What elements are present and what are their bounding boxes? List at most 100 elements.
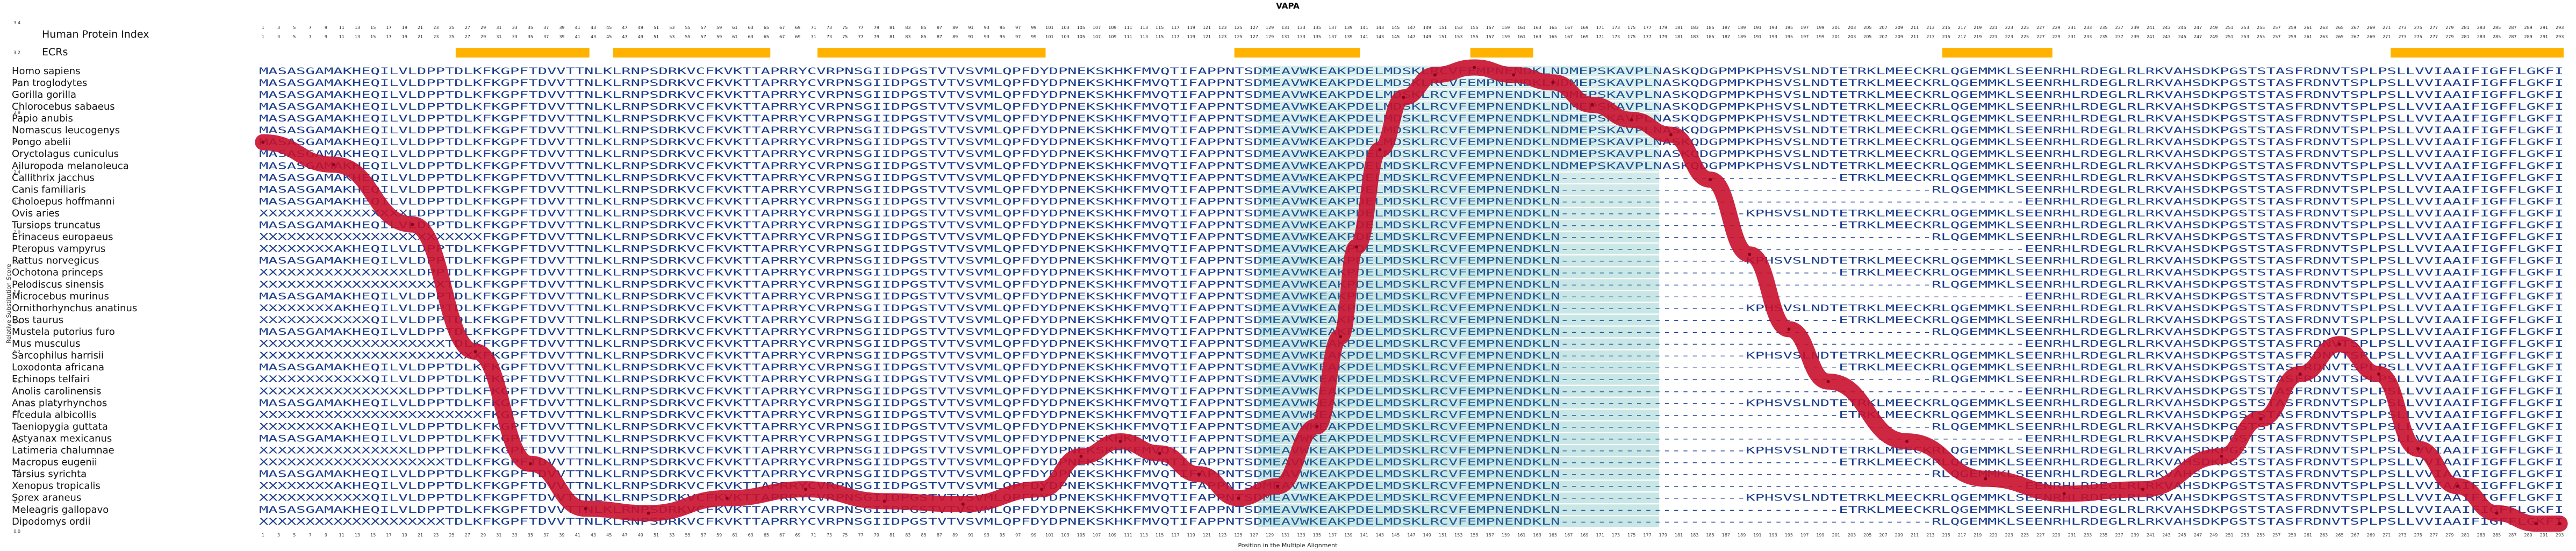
score-point [1339, 335, 1343, 339]
variable-region-shade [1258, 267, 1659, 278]
score-point [725, 496, 729, 500]
x-tick-label-index: 125 [1234, 34, 1242, 39]
x-tick-label-top: 1 [262, 25, 264, 30]
x-tick-label-index: 257 [2272, 34, 2280, 39]
species-label: Taeniopygia guttata [11, 421, 108, 432]
x-tick-label-index: 205 [1863, 34, 1871, 39]
x-tick-label-index: 201 [1832, 34, 1840, 39]
species-label: Astyanax mexicanus [12, 433, 112, 444]
x-tick-label-bottom: 165 [1549, 533, 1557, 538]
x-tick-label-index: 211 [1911, 34, 1919, 39]
alignment-row: MASASGAMAKHEQILVLDPPTDLKFKGPFTDVVTTNLKLR… [259, 137, 2564, 148]
score-point [1197, 473, 1201, 476]
x-tick-label-top: 151 [1439, 25, 1447, 30]
x-tick-label-bottom: 257 [2272, 533, 2280, 538]
alignment-row: XXXXXXXXXXXXXXXXXXXXTDLKFKGPFTDVVTTNLKLR… [259, 280, 2564, 290]
x-tick-label-top: 159 [1502, 25, 1510, 30]
species-label: Meleagris gallopavo [12, 504, 109, 516]
x-tick-label-index: 19 [402, 34, 407, 39]
x-tick-label-bottom: 185 [1706, 533, 1714, 538]
x-tick-label-top: 281 [2461, 25, 2469, 30]
x-tick-label-index: 5 [293, 34, 296, 39]
x-tick-label-index: 115 [1156, 34, 1164, 39]
x-tick-label-index: 41 [575, 34, 580, 39]
x-tick-label-index: 151 [1439, 34, 1447, 39]
x-tick-label-top: 191 [1753, 25, 1761, 30]
variable-region-shade [1258, 433, 1659, 444]
x-tick-label-top: 17 [386, 25, 391, 30]
x-tick-label-index: 235 [2099, 34, 2107, 39]
x-tick-label-index: 13 [355, 34, 360, 39]
x-tick-label-index: 279 [2445, 34, 2453, 39]
x-tick-label-bottom: 117 [1171, 533, 1179, 538]
x-tick-label-index: 265 [2335, 34, 2343, 39]
alignment-row: MASASGAMAKHEQILVLDPPTDLKFKGPFTDVVTTNLKLR… [259, 327, 2564, 338]
x-tick-label-bottom: 225 [2021, 533, 2029, 538]
species-label: Pteropus vampyrus [12, 244, 105, 255]
variable-region-shade [1258, 244, 1659, 255]
x-tick-label-top: 47 [622, 25, 627, 30]
variable-region-shade [1258, 220, 1659, 231]
x-tick-label-top: 209 [1895, 25, 1903, 30]
x-tick-label-index: 159 [1502, 34, 1510, 39]
x-tick-label-top: 171 [1596, 25, 1604, 30]
x-tick-label-bottom: 61 [732, 533, 737, 538]
x-tick-label-index: 29 [480, 34, 486, 39]
x-tick-label-bottom: 149 [1423, 533, 1431, 538]
x-tick-label-bottom: 37 [543, 533, 549, 538]
species-label: Microcebus murinus [12, 291, 109, 302]
x-tick-label-bottom: 15 [370, 533, 376, 538]
x-tick-label-top: 15 [370, 25, 376, 30]
x-tick-label-bottom: 53 [669, 533, 675, 538]
x-tick-label-top: 137 [1329, 25, 1337, 30]
x-tick-label-bottom: 163 [1533, 533, 1541, 538]
x-tick-label-top: 5 [293, 25, 296, 30]
x-tick-label-bottom: 67 [779, 533, 785, 538]
x-tick-label-index: 31 [496, 34, 501, 39]
row-header-ecrs: ECRs [42, 46, 68, 58]
x-tick-label-index: 33 [512, 34, 518, 39]
species-label: Callithrix jacchus [12, 172, 95, 183]
x-tick-label-top: 179 [1659, 25, 1667, 30]
variable-region-shade [1258, 504, 1659, 516]
x-tick-label-bottom: 259 [2288, 533, 2296, 538]
x-tick-label-top: 169 [1580, 25, 1588, 30]
x-tick-label-bottom: 47 [622, 533, 627, 538]
variable-region-shade [1258, 362, 1659, 373]
score-point [882, 499, 886, 503]
y-tick-label: 2.8 [13, 110, 20, 115]
score-point [2062, 492, 2066, 496]
species-label: Mus musculus [12, 338, 80, 349]
x-tick-label-bottom: 105 [1077, 533, 1085, 538]
x-tick-label-top: 221 [1989, 25, 1997, 30]
x-tick-label-top: 163 [1533, 25, 1541, 30]
x-tick-label-index: 59 [716, 34, 722, 39]
x-tick-label-bottom: 171 [1596, 533, 1604, 538]
x-tick-label-index: 137 [1329, 34, 1337, 39]
x-tick-label-bottom: 249 [2209, 533, 2218, 538]
x-tick-label-top: 207 [1879, 25, 1887, 30]
x-tick-label-top: 87 [937, 25, 942, 30]
x-tick-label-index: 263 [2320, 34, 2328, 39]
x-tick-label-bottom: 115 [1156, 533, 1164, 538]
variable-region-shade [1258, 172, 1659, 183]
x-tick-label-top: 183 [1690, 25, 1698, 30]
alignment-row: XXXXXXXXXXXXXXXXLDPPTDLKFKGPFTDVVTTNLKLR… [259, 208, 2564, 219]
species-label: Bos taurus [12, 314, 63, 326]
x-tick-label-index: 185 [1706, 34, 1714, 39]
x-tick-label-bottom: 125 [1234, 533, 1242, 538]
ecr-block [1234, 48, 1360, 58]
x-tick-label-top: 39 [559, 25, 564, 30]
x-tick-label-top: 35 [528, 25, 533, 30]
x-tick-label-index: 261 [2304, 34, 2312, 39]
y-tick-label: 2.4 [13, 170, 20, 175]
x-tick-label-bottom: 245 [2178, 533, 2186, 538]
x-tick-label-bottom: 255 [2257, 533, 2265, 538]
alignment-row: MASASGAMAKHEQILVLDPPTDLKFKGPFTDVVTTNLKLR… [259, 184, 2564, 195]
x-tick-label-bottom: 169 [1580, 533, 1588, 538]
x-tick-label-index: 155 [1470, 34, 1478, 39]
x-tick-label-index: 241 [2147, 34, 2155, 39]
x-tick-label-top: 101 [1045, 25, 1053, 30]
x-tick-label-index: 213 [1926, 34, 1934, 39]
